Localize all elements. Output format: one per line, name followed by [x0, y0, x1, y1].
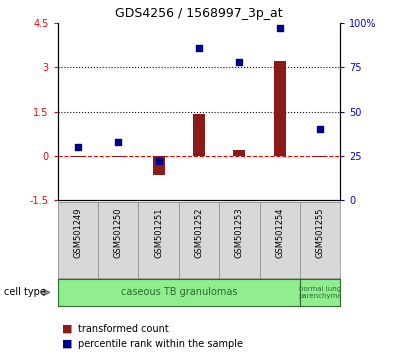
Text: transformed count: transformed count [78, 324, 168, 333]
Text: ■: ■ [62, 339, 72, 349]
Bar [112, 156, 124, 157]
Point [236, 59, 242, 65]
Text: GSM501254: GSM501254 [275, 208, 284, 258]
Text: GSM501251: GSM501251 [154, 208, 163, 258]
Bar [233, 150, 246, 156]
Text: ■: ■ [62, 324, 72, 333]
Point [75, 144, 81, 150]
Text: caseous TB granulomas: caseous TB granulomas [121, 287, 237, 297]
Point [277, 25, 283, 31]
Bar [72, 156, 84, 157]
Point [196, 45, 202, 51]
Text: GSM501255: GSM501255 [316, 208, 325, 258]
Text: GSM501250: GSM501250 [114, 208, 123, 258]
Point [115, 139, 121, 144]
Text: GSM501252: GSM501252 [195, 208, 203, 258]
Bar [152, 156, 165, 175]
Title: GDS4256 / 1568997_3p_at: GDS4256 / 1568997_3p_at [115, 7, 283, 21]
Text: GSM501249: GSM501249 [73, 208, 82, 258]
Bar [193, 114, 205, 156]
Text: cell type: cell type [4, 287, 46, 297]
Point [317, 126, 323, 132]
Point [156, 158, 162, 164]
Bar [274, 61, 286, 156]
Bar [314, 156, 326, 157]
Text: normal lung
parenchyma: normal lung parenchyma [298, 286, 342, 299]
Text: percentile rank within the sample: percentile rank within the sample [78, 339, 243, 349]
Text: GSM501253: GSM501253 [235, 208, 244, 258]
